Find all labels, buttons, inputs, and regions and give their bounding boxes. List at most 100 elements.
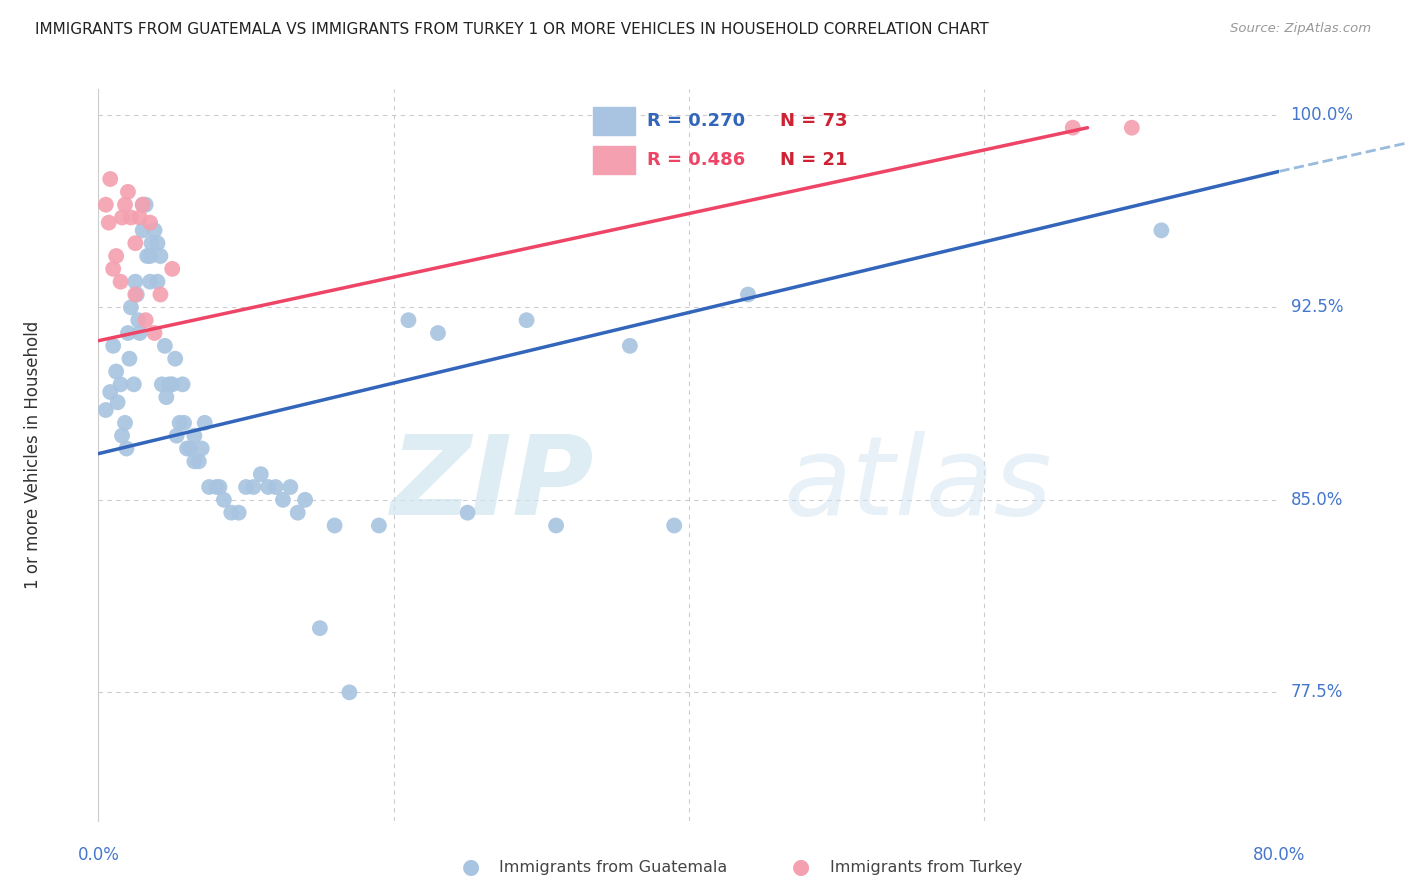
Point (124, 287, 146, 301)
Point (287, 506, 309, 520)
Point (114, 197, 136, 211)
Point (139, 249, 162, 263)
Point (1121, 120, 1143, 135)
Point (157, 377, 180, 392)
FancyBboxPatch shape (592, 145, 636, 175)
Text: 80.0%: 80.0% (1253, 846, 1306, 863)
Text: 0.0%: 0.0% (77, 846, 120, 863)
Text: 100.0%: 100.0% (1291, 106, 1354, 124)
Point (219, 506, 242, 520)
Point (257, 480, 280, 494)
Text: R = 0.270: R = 0.270 (647, 112, 745, 130)
Point (294, 492, 316, 507)
Point (176, 442, 198, 456)
Point (122, 377, 145, 392)
Text: IMMIGRANTS FROM GUATEMALA VS IMMIGRANTS FROM TURKEY 1 OR MORE VEHICLES IN HOUSEH: IMMIGRANTS FROM GUATEMALA VS IMMIGRANTS … (35, 22, 988, 37)
Point (124, 236, 146, 251)
Point (264, 480, 287, 494)
Point (115, 442, 138, 456)
Text: ●: ● (793, 857, 810, 877)
Point (146, 275, 169, 289)
Point (143, 223, 166, 237)
Point (111, 211, 134, 225)
Point (1062, 120, 1084, 135)
Point (98, 385, 121, 400)
Point (111, 428, 134, 442)
Point (98, 172, 121, 186)
Point (132, 197, 155, 211)
Point (135, 313, 157, 327)
Point (737, 287, 759, 301)
Point (664, 518, 686, 533)
Point (114, 416, 136, 430)
Point (135, 197, 157, 211)
Point (162, 261, 183, 276)
Point (120, 211, 142, 225)
Text: atlas: atlas (783, 431, 1052, 538)
Point (97, 216, 120, 230)
Point (139, 216, 162, 230)
Point (110, 275, 132, 289)
Point (162, 377, 183, 392)
Point (110, 377, 132, 392)
Point (368, 518, 391, 533)
Point (235, 480, 257, 494)
Point (128, 211, 150, 225)
Point (105, 249, 128, 263)
Point (132, 197, 155, 211)
Point (544, 518, 567, 533)
Text: 85.0%: 85.0% (1291, 491, 1343, 508)
Point (183, 428, 205, 442)
Point (146, 236, 169, 251)
Point (136, 249, 159, 263)
Point (271, 492, 294, 507)
Point (212, 492, 235, 507)
Text: N = 21: N = 21 (780, 151, 848, 169)
Point (153, 339, 176, 353)
FancyBboxPatch shape (592, 107, 636, 136)
Text: R = 0.486: R = 0.486 (647, 151, 745, 169)
Point (149, 249, 172, 263)
Text: 92.5%: 92.5% (1291, 298, 1343, 317)
Point (103, 339, 125, 353)
Point (139, 275, 162, 289)
Point (150, 377, 173, 392)
Point (1150, 223, 1173, 237)
Point (105, 364, 128, 378)
Point (94, 197, 117, 211)
Point (107, 395, 129, 409)
Point (187, 454, 209, 468)
Text: ●: ● (463, 857, 479, 877)
Point (183, 454, 205, 468)
Point (155, 390, 177, 404)
Point (515, 313, 537, 327)
Point (120, 301, 142, 315)
Text: 77.5%: 77.5% (1291, 683, 1343, 701)
Point (173, 416, 195, 430)
Point (191, 442, 214, 456)
Point (278, 480, 302, 494)
Point (337, 685, 360, 699)
Point (242, 480, 264, 494)
Point (427, 326, 450, 340)
Text: N = 73: N = 73 (780, 112, 848, 130)
Point (619, 339, 641, 353)
Text: Immigrants from Guatemala: Immigrants from Guatemala (499, 860, 727, 874)
Point (141, 236, 163, 251)
Point (323, 518, 346, 533)
Point (103, 261, 125, 276)
Text: 1 or more Vehicles in Household: 1 or more Vehicles in Household (24, 321, 42, 589)
Point (165, 351, 187, 366)
Text: Immigrants from Turkey: Immigrants from Turkey (830, 860, 1022, 874)
Point (128, 326, 150, 340)
Point (166, 428, 188, 442)
Point (456, 506, 478, 520)
Point (118, 351, 141, 366)
Point (179, 442, 201, 456)
Point (127, 313, 149, 327)
Point (117, 326, 139, 340)
Point (124, 275, 146, 289)
Point (143, 326, 166, 340)
Point (172, 377, 194, 392)
Text: Source: ZipAtlas.com: Source: ZipAtlas.com (1230, 22, 1371, 36)
